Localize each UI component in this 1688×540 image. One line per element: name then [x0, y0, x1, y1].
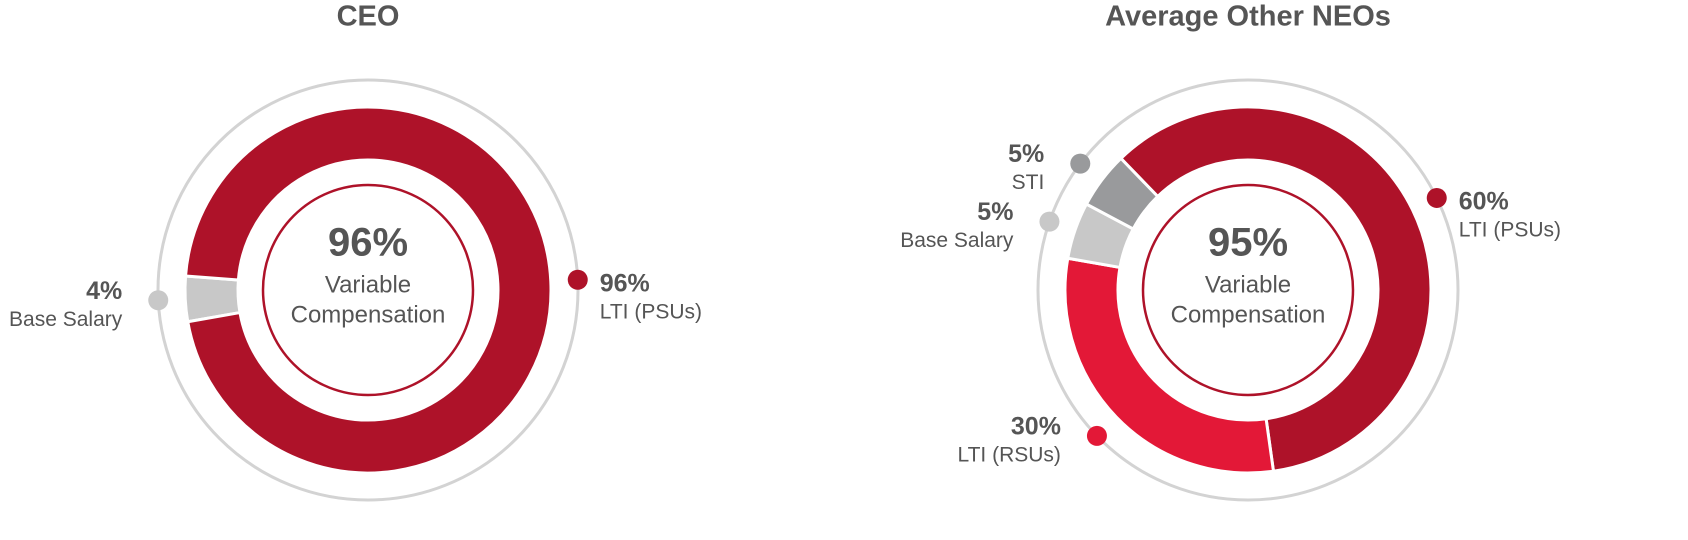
category-label: STI — [1012, 171, 1045, 194]
label-dot — [1039, 211, 1060, 232]
inner-ring — [1141, 183, 1355, 397]
value-label: 60% — [1459, 188, 1509, 216]
label-dot — [148, 290, 169, 311]
category-label: LTI (RSUs) — [957, 443, 1060, 466]
value-label: 5% — [977, 198, 1013, 226]
chart-title: CEO — [337, 1, 400, 33]
donut-segment — [1084, 156, 1160, 231]
category-label: LTI (PSUs) — [1459, 218, 1561, 241]
donut-segment — [183, 105, 553, 475]
center-caption: Compensation — [1171, 301, 1326, 328]
category-label: Base Salary — [9, 308, 123, 331]
value-label: 30% — [1011, 412, 1061, 440]
center-caption: Variable — [1205, 271, 1291, 298]
center-value: 96% — [328, 221, 408, 265]
label-dot — [567, 269, 588, 290]
label-dot — [1086, 425, 1107, 446]
donut-segment — [1118, 105, 1433, 473]
category-label: LTI (PSUs) — [600, 300, 702, 323]
label-dot — [1426, 187, 1447, 208]
center-caption: Compensation — [291, 301, 446, 328]
value-label: 96% — [600, 269, 650, 297]
label-dot — [1070, 153, 1091, 174]
category-label: Base Salary — [900, 229, 1014, 252]
value-label: 4% — [86, 277, 122, 305]
outer-ring — [156, 78, 580, 502]
inner-ring — [261, 183, 475, 397]
center-value: 95% — [1208, 221, 1288, 265]
chart-title: Average Other NEOs — [1105, 1, 1391, 33]
outer-ring — [1036, 78, 1460, 502]
value-label: 5% — [1008, 140, 1044, 168]
center-caption: Variable — [325, 271, 411, 298]
donut-segment — [1063, 256, 1276, 475]
